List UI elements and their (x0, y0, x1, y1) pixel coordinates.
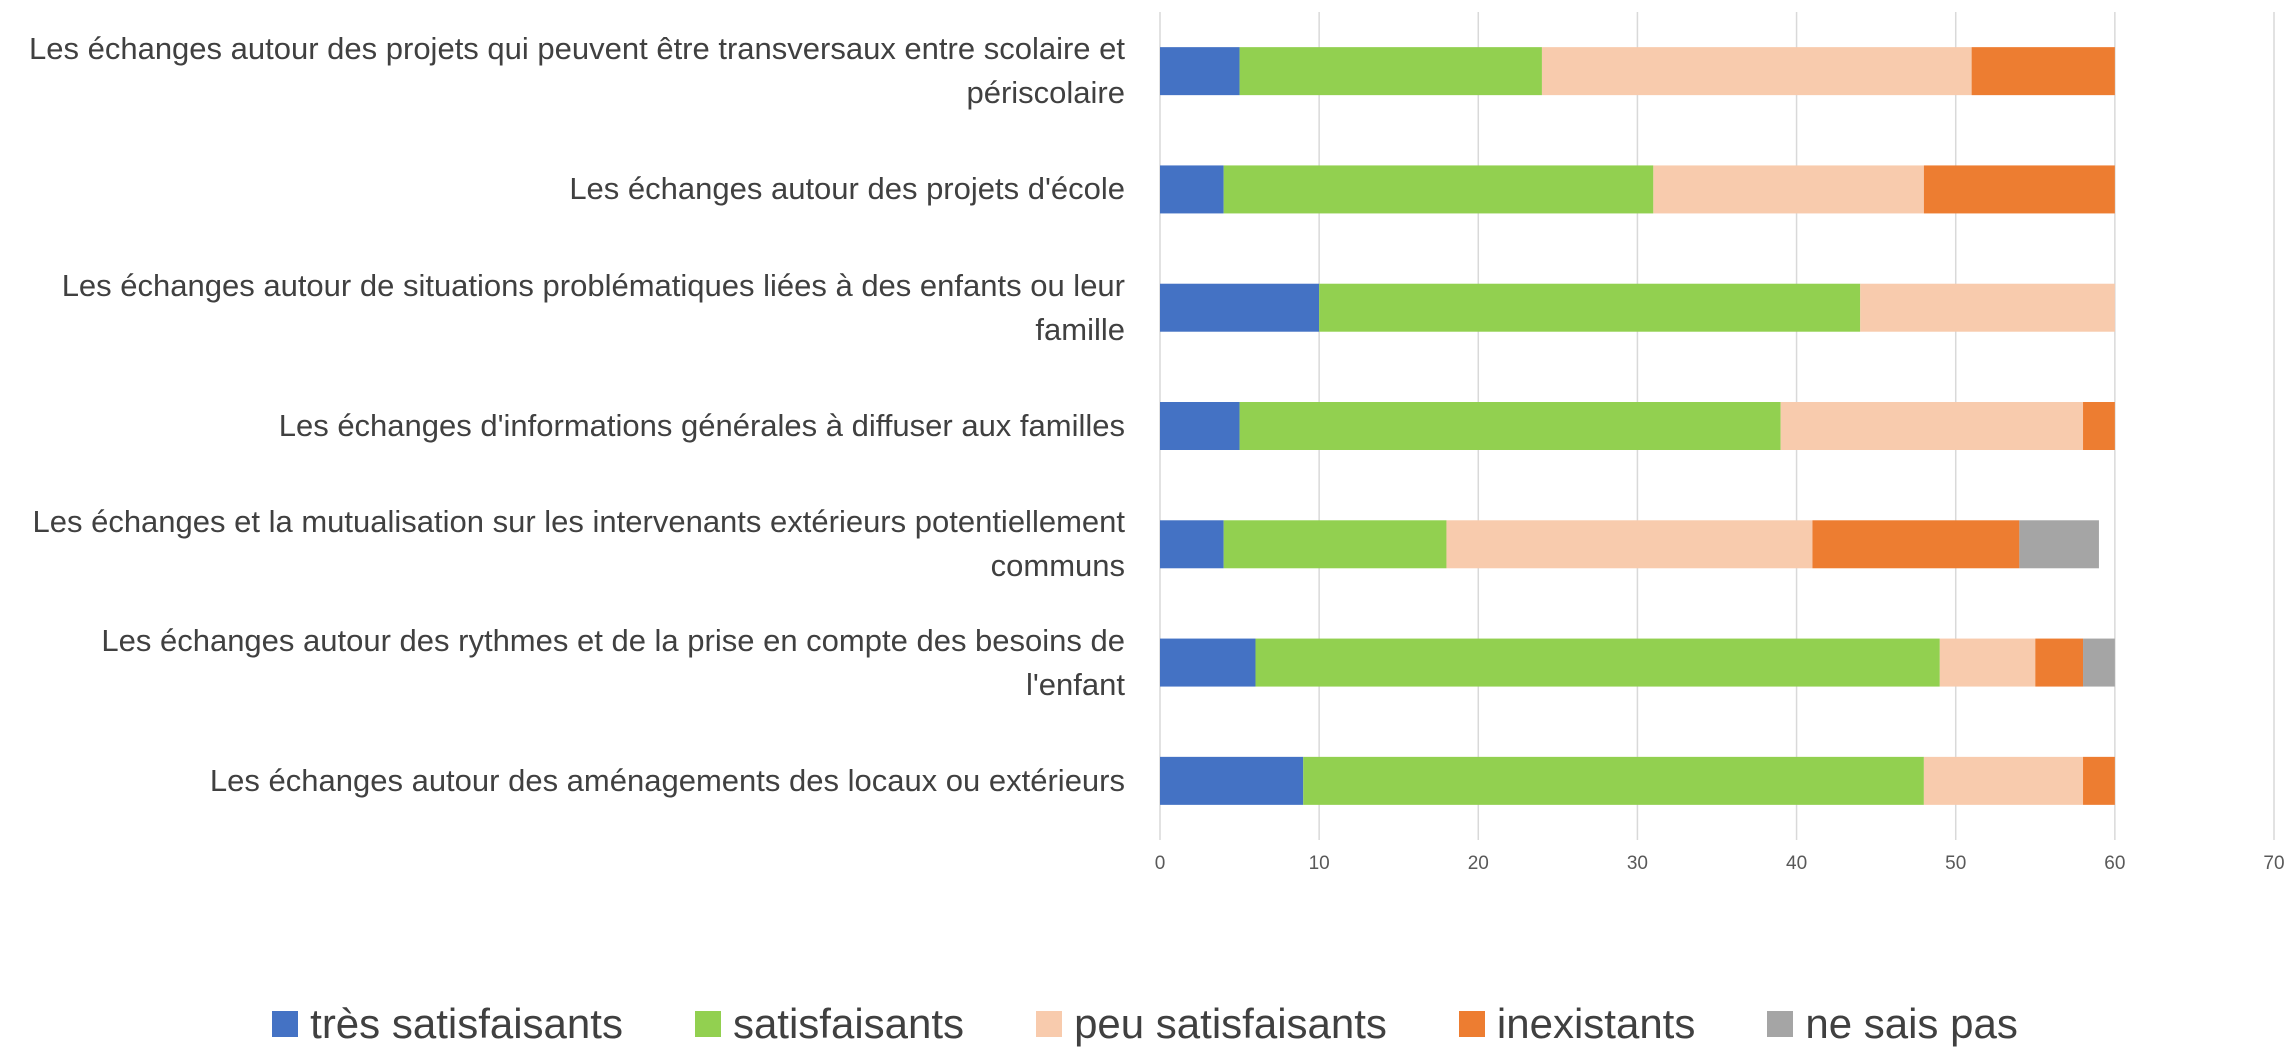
legend-item: peu satisfaisants (1036, 1000, 1387, 1048)
bar-segment (1812, 520, 2020, 569)
x-tick-label: 20 (1468, 853, 1489, 874)
x-tick-label: 70 (2263, 853, 2284, 874)
bar-segment (1160, 520, 1224, 569)
category-label: Les échanges autour des aménagements des… (209, 762, 1125, 798)
bar-segment (1160, 283, 1320, 332)
legend-swatch (1767, 1011, 1794, 1037)
bar-segment (2035, 638, 2084, 687)
bar-segment (1319, 283, 1861, 332)
bar-segment (1223, 520, 1447, 569)
legend-item: satisfaisants (694, 1000, 965, 1048)
bar-segment (2083, 638, 2115, 687)
legend-swatch (1458, 1011, 1485, 1037)
x-tick-label: 0 (1155, 853, 1166, 874)
bar-segment (1160, 402, 1240, 450)
legend-label: ne sais pas (1805, 1000, 2018, 1047)
legend-item: inexistants (1458, 1000, 1696, 1048)
category-label: Les échanges d'informations générales à … (278, 408, 1125, 443)
x-tick-label: 50 (1945, 853, 1966, 874)
bar-segment (1923, 165, 2115, 214)
bar-segment (1160, 638, 1256, 687)
bar-segment (1653, 165, 1924, 214)
bar-segment (1239, 47, 1542, 96)
legend-swatch (694, 1011, 721, 1037)
bar-segment (1160, 756, 1304, 805)
x-tick-label: 30 (1627, 853, 1648, 874)
legend-swatch (272, 1011, 299, 1037)
x-tick-label: 60 (2104, 853, 2125, 874)
legend-label: satisfaisants (732, 1000, 965, 1047)
bar-segment (1541, 47, 1972, 96)
category-label: Les échanges autour des projets d'école (569, 171, 1125, 207)
bar-segment (2083, 756, 2115, 805)
legend-label: peu satisfaisants (1074, 1000, 1387, 1047)
category-label: Les échanges autour de situations problé… (61, 267, 1125, 347)
category-label: Les échanges autour des projets qui peuv… (29, 31, 1125, 111)
bar-segment (1255, 638, 1940, 687)
bar-segment (1971, 47, 2115, 96)
x-tick-label: 40 (1786, 853, 1807, 874)
bar-segment (1923, 756, 2084, 805)
category-label: Les échanges et la mutualisation sur les… (32, 504, 1125, 584)
bar-segment (1160, 165, 1224, 214)
legend: très satisfaisants satisfaisants peu satis… (0, 1000, 2290, 1048)
bar-segment (1446, 520, 1813, 569)
legend-label: inexistants (1496, 1000, 1696, 1047)
bar-segment (1780, 402, 2084, 450)
bar-segment (2083, 402, 2115, 450)
bar-segment (1860, 283, 2115, 332)
bar-segment (1303, 756, 1924, 805)
x-tick-label: 10 (1309, 853, 1330, 874)
legend-item: très satisfaisants (272, 1000, 623, 1048)
bar-segment (1160, 47, 1240, 96)
category-label: Les échanges autour des rythmes et de la… (101, 622, 1125, 702)
bar-segment (1939, 638, 2036, 687)
legend-item: ne sais pas (1767, 1000, 2018, 1048)
bar-segment (1223, 165, 1654, 214)
legend-swatch (1036, 1011, 1063, 1037)
legend-label: très satisfaisants (310, 1000, 623, 1047)
bar-segment (2019, 520, 2099, 569)
bar-segment (1239, 402, 1781, 450)
